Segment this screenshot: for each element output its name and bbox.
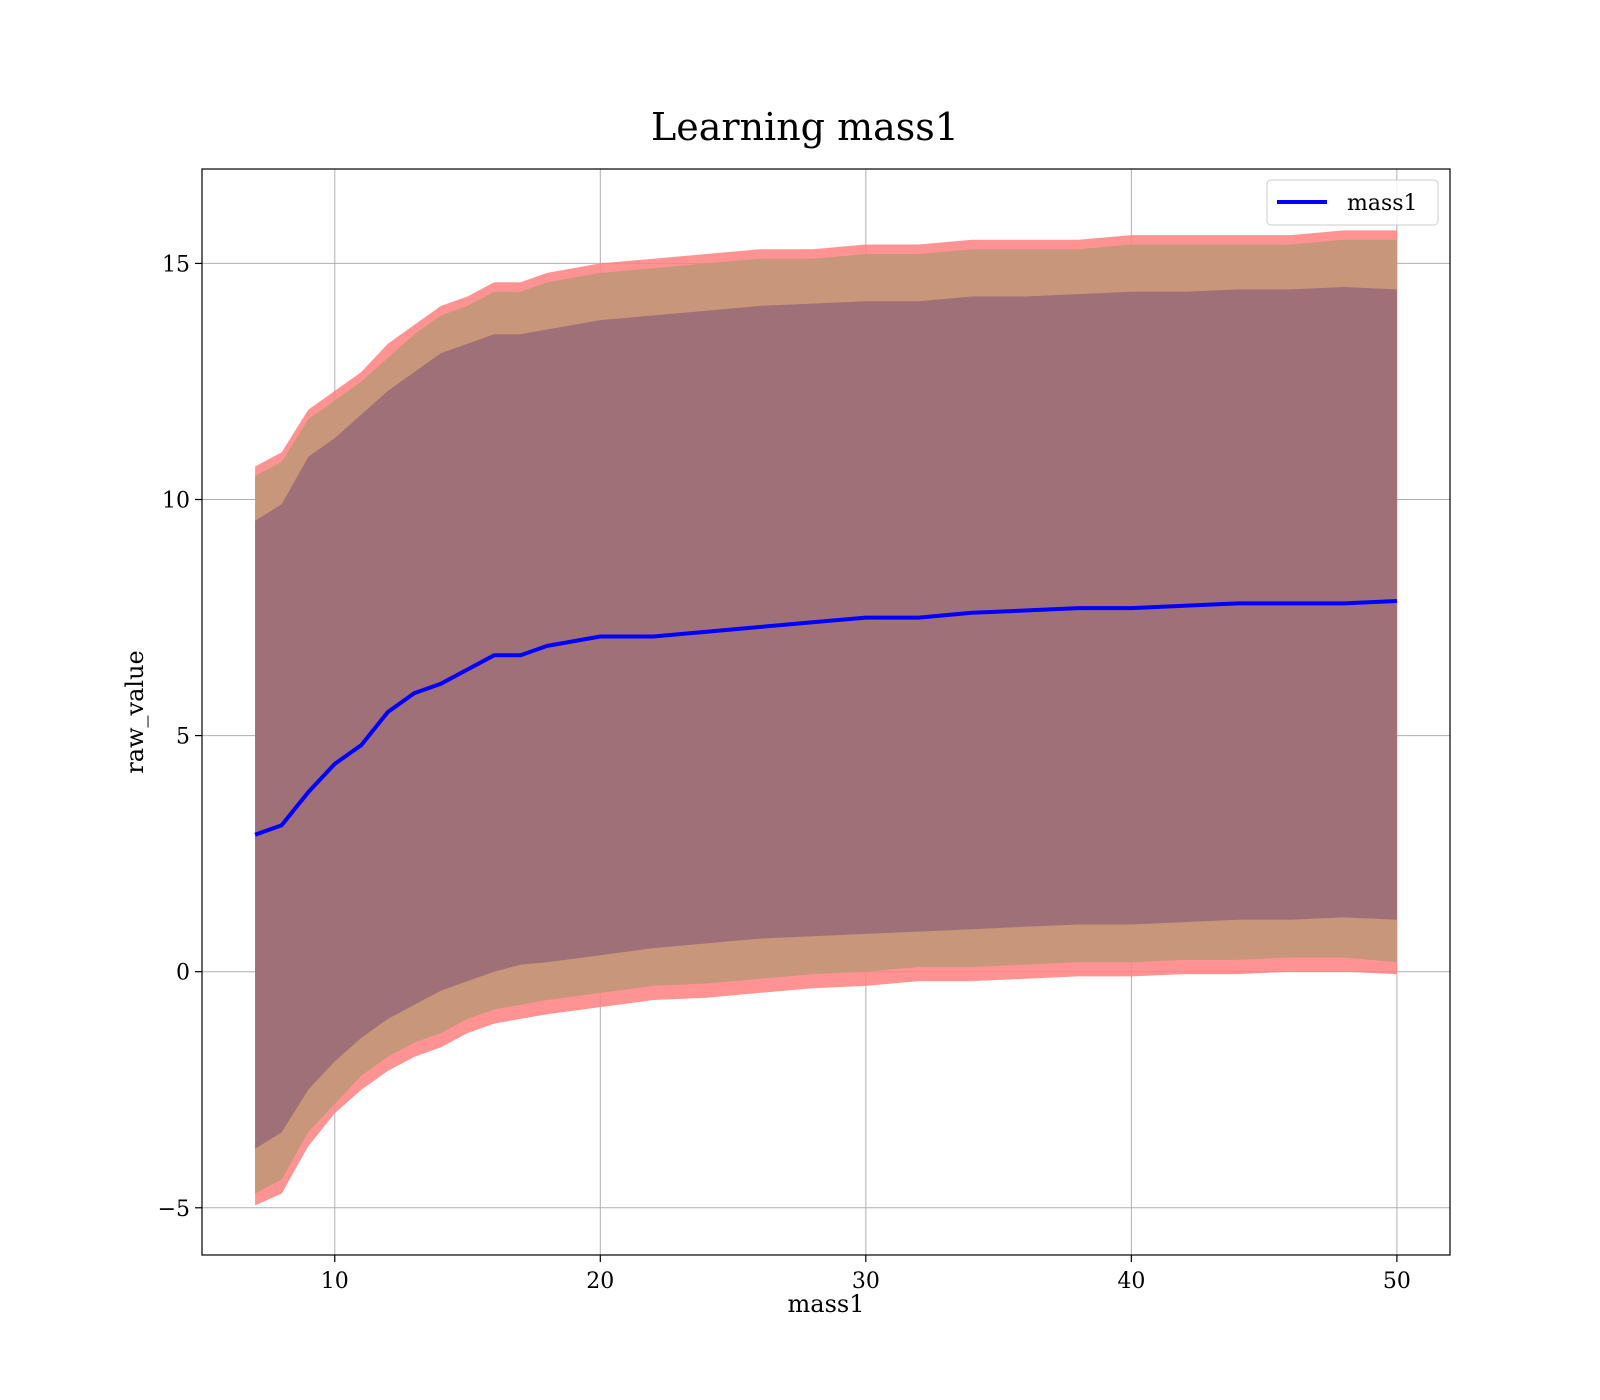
legend: mass1 (1266, 179, 1439, 226)
x-tick-label-1: 20 (586, 1269, 614, 1294)
x-tick-label-2: 30 (852, 1269, 880, 1294)
x-tick-label-4: 50 (1383, 1269, 1411, 1294)
x-tick-label-3: 40 (1117, 1269, 1145, 1294)
y-tick-label-1: 0 (176, 961, 190, 986)
x-tick-label-0: 10 (321, 1269, 349, 1294)
y-axis-ticks: −5 0 5 10 15 (158, 252, 202, 1222)
legend-box (1266, 179, 1439, 226)
y-tick-label-2: 5 (176, 725, 190, 750)
plot-frame (201, 168, 1451, 1256)
chart-title: Learning mass1 (651, 105, 959, 149)
y-axis-label: raw_value (121, 650, 149, 774)
x-axis-ticks: 10 20 30 40 50 (321, 1255, 1411, 1294)
confidence-bands (255, 230, 1397, 1206)
legend-label-mass1: mass1 (1347, 191, 1418, 216)
y-tick-label-3: 10 (162, 489, 190, 514)
x-axis-label: mass1 (788, 1290, 865, 1318)
y-tick-label-0: −5 (158, 1197, 190, 1222)
series-line-0 (254, 599, 1397, 837)
y-tick-label-4: 15 (162, 252, 190, 277)
series-lines (254, 599, 1397, 837)
band-inner (255, 287, 1397, 1149)
